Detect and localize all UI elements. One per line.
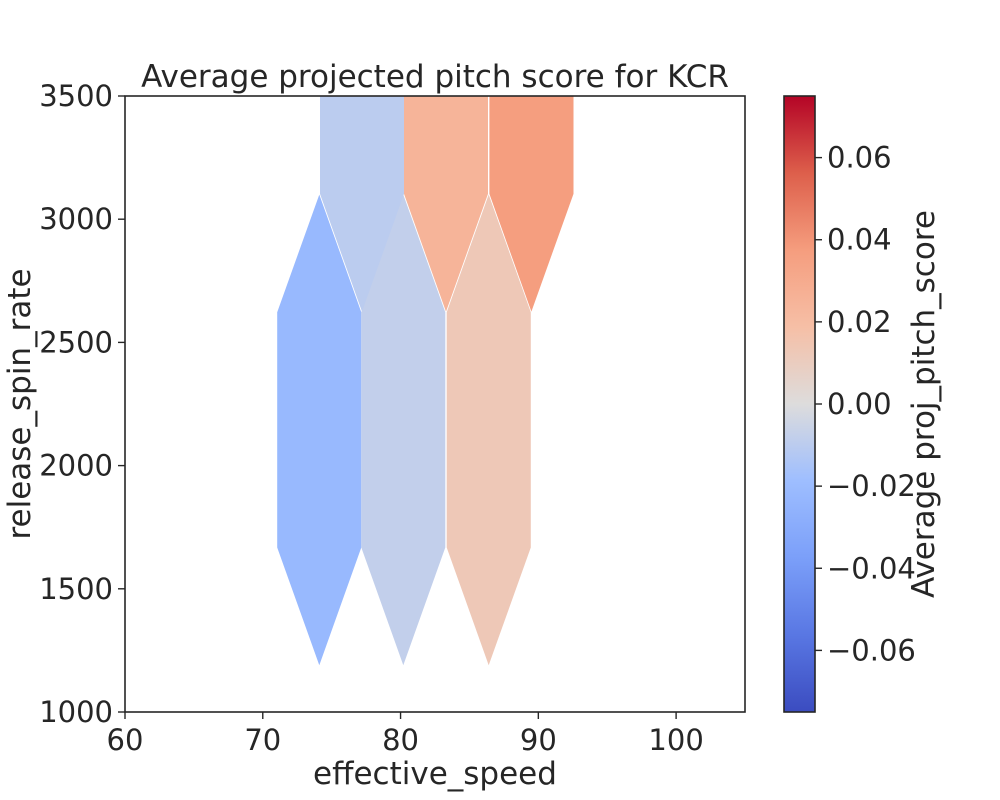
hexbin-0: [277, 194, 362, 666]
colorbar-tick-label: 0.00: [827, 387, 892, 421]
y-axis-ticks: 1000 1500 2000 2500 3000 3500: [39, 79, 125, 729]
y-tick-label: 2500: [39, 325, 113, 359]
hexbin-layer: [277, 96, 574, 666]
plot-frame: [124, 95, 746, 713]
x-tick-label: 90: [520, 723, 557, 757]
y-tick-label: 2000: [39, 449, 113, 483]
colorbar-tick-label: 0.04: [827, 223, 892, 257]
colorbar-ticks: −0.06 −0.04 −0.02 0.00 0.02 0.04 0.06: [815, 141, 916, 667]
colorbar-tick-label: −0.02: [827, 469, 916, 503]
hexbin-4: [404, 96, 488, 312]
x-tick-label: 80: [382, 723, 419, 757]
chart-title: Average projected pitch score for KCR: [141, 59, 729, 95]
x-tick-label: 70: [244, 723, 281, 757]
colorbar-tick-label: 0.02: [827, 305, 892, 339]
colorbar-label: Average proj_pitch_score: [906, 210, 942, 598]
colorbar-tick-label: 0.06: [827, 141, 892, 175]
y-tick-label: 3000: [39, 202, 113, 236]
x-tick-label: 60: [107, 723, 144, 757]
x-tick-label: 100: [648, 723, 703, 757]
hexbin-2: [446, 194, 531, 666]
hexbin-5: [489, 96, 574, 312]
colorbar: [784, 96, 815, 712]
x-axis-ticks: 60 70 80 90 100: [107, 712, 704, 757]
y-tick-label: 1500: [39, 572, 113, 606]
y-axis-label: release_spin_rate: [2, 268, 38, 539]
y-tick-label: 3500: [39, 79, 113, 113]
x-axis-label: effective_speed: [313, 756, 557, 792]
hexbin-1: [361, 194, 446, 666]
hexbin-3: [320, 96, 404, 312]
colorbar-tick-label: −0.06: [827, 633, 916, 667]
y-tick-label: 1000: [39, 695, 113, 729]
colorbar-tick-label: −0.04: [827, 551, 916, 585]
